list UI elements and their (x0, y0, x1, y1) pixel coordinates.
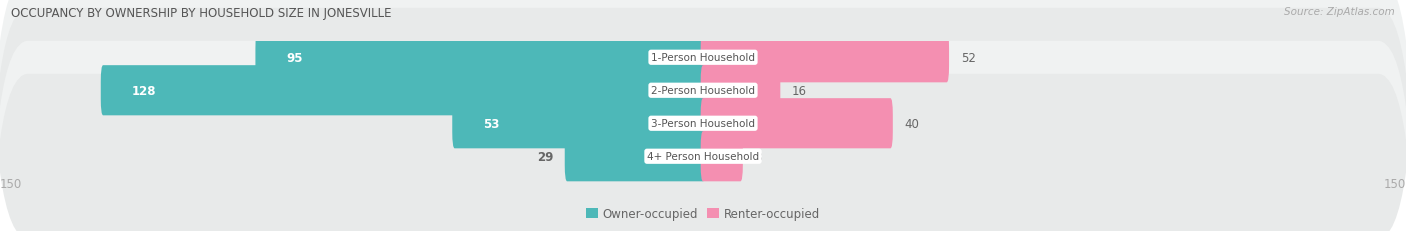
FancyBboxPatch shape (256, 33, 706, 83)
FancyBboxPatch shape (700, 99, 893, 149)
Text: Source: ZipAtlas.com: Source: ZipAtlas.com (1284, 7, 1395, 17)
Text: 8: 8 (755, 150, 762, 163)
Text: 40: 40 (904, 117, 920, 130)
Text: 150: 150 (1384, 177, 1406, 190)
Text: 52: 52 (960, 52, 976, 64)
Text: 4+ Person Household: 4+ Person Household (647, 152, 759, 161)
Text: 16: 16 (792, 84, 807, 97)
Text: 53: 53 (482, 117, 499, 130)
Text: 95: 95 (285, 52, 302, 64)
FancyBboxPatch shape (700, 66, 780, 116)
FancyBboxPatch shape (700, 33, 949, 83)
FancyBboxPatch shape (565, 132, 706, 182)
Legend: Owner-occupied, Renter-occupied: Owner-occupied, Renter-occupied (581, 203, 825, 225)
Text: 29: 29 (537, 150, 553, 163)
Text: 150: 150 (0, 177, 22, 190)
FancyBboxPatch shape (101, 66, 706, 116)
Text: 2-Person Household: 2-Person Household (651, 86, 755, 96)
FancyBboxPatch shape (700, 132, 742, 182)
Text: 1-Person Household: 1-Person Household (651, 53, 755, 63)
FancyBboxPatch shape (453, 99, 706, 149)
Text: 3-Person Household: 3-Person Household (651, 119, 755, 129)
Text: 128: 128 (131, 84, 156, 97)
Text: OCCUPANCY BY OWNERSHIP BY HOUSEHOLD SIZE IN JONESVILLE: OCCUPANCY BY OWNERSHIP BY HOUSEHOLD SIZE… (11, 7, 392, 20)
